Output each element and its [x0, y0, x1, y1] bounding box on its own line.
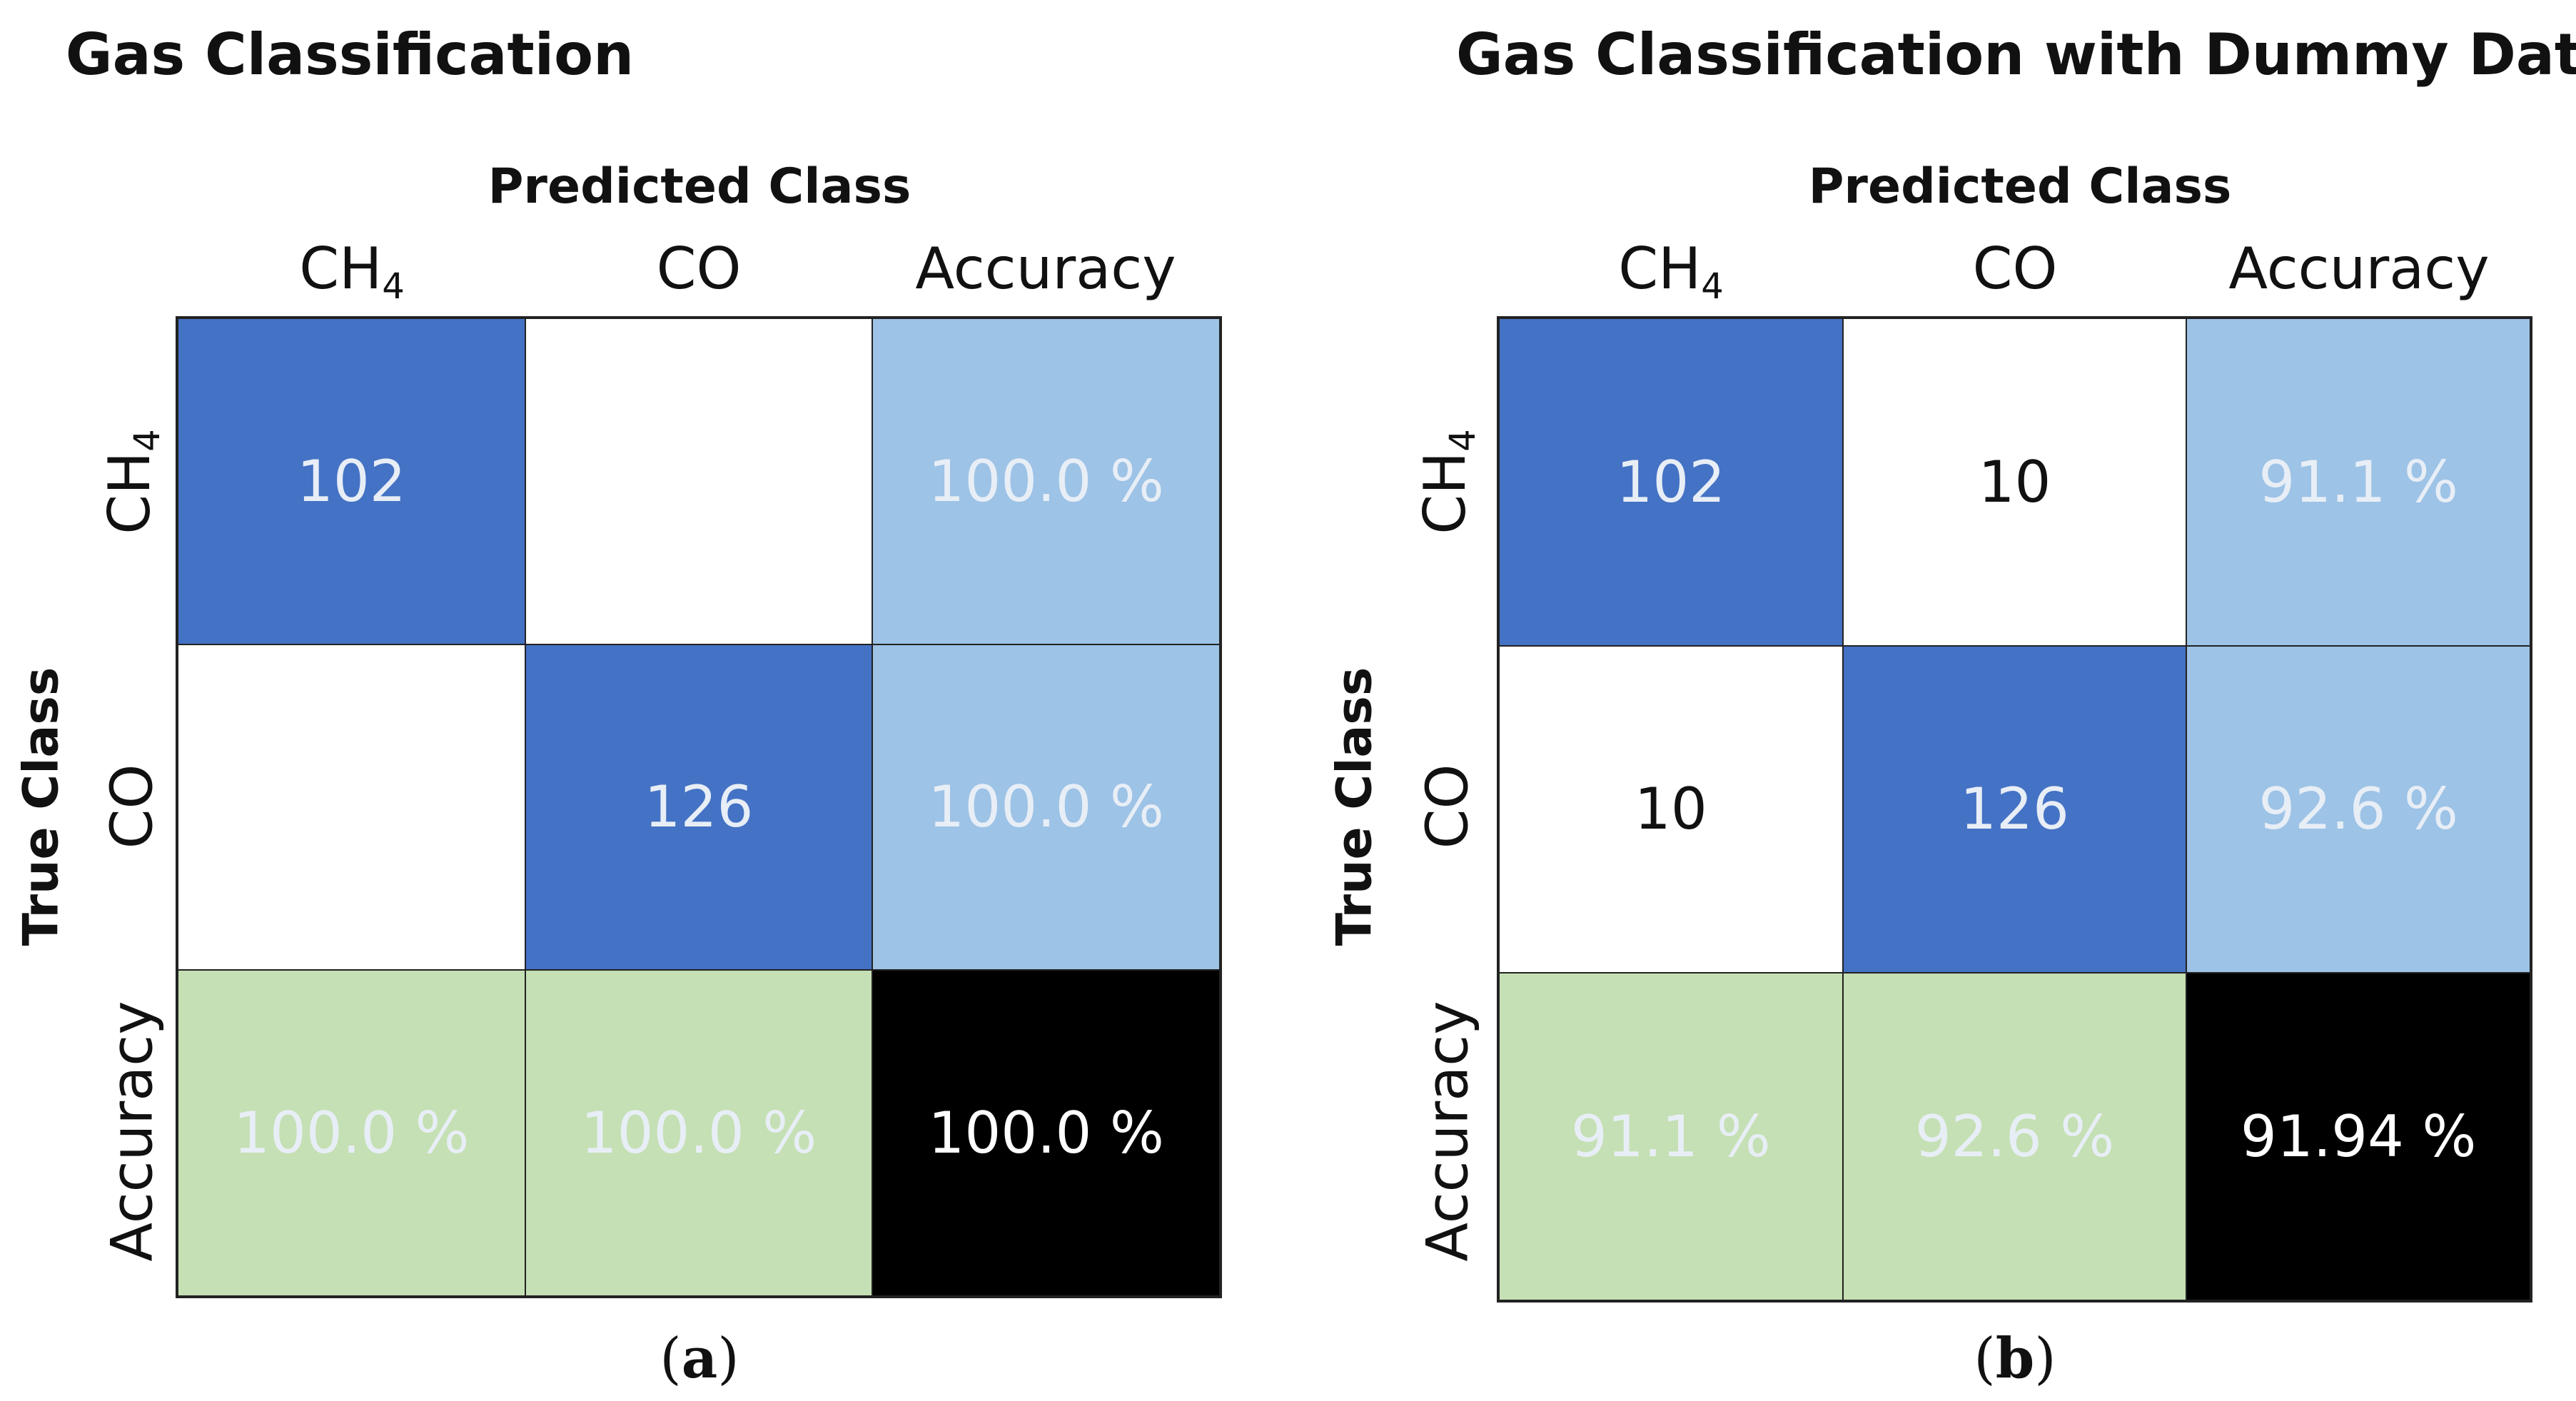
chart-title: Gas Classification [65, 21, 635, 88]
column-header-co: CO [656, 236, 742, 302]
cell-ch4-ch4: 102 [178, 318, 525, 644]
chart-title: Gas Classification with Dummy Data [1456, 21, 2576, 88]
cell-ch4-accuracy: 100.0 % [872, 318, 1220, 644]
cell-accuracy-ch4: 100.0 % [178, 970, 525, 1296]
y-axis-label: True Class [13, 667, 70, 946]
cell-co-accuracy: 92.6 % [2186, 645, 2530, 973]
cell-co-co: 126 [1842, 645, 2187, 973]
row-header-ch4: CH4 [96, 429, 168, 535]
cell-co-ch4: 10 [1499, 645, 1843, 973]
panel-caption: (b) [1974, 1326, 2056, 1391]
cell-co-ch4 [178, 644, 525, 971]
confusion-matrix-grid: 102 10 91.1 % 10 126 92.6 % 91.1 % 92.6 % 91.94 … [1497, 316, 2532, 1303]
row-header-co: CO [99, 764, 166, 849]
cell-ch4-co: 10 [1842, 318, 2187, 646]
caption-letter: b [1995, 1326, 2035, 1391]
cell-co-co: 126 [525, 644, 873, 971]
column-header-ch4: CH4 [299, 236, 405, 307]
row-header-accuracy: Accuracy [99, 1001, 166, 1262]
y-axis-label: True Class [1326, 667, 1383, 946]
cell-ch4-ch4: 102 [1499, 318, 1843, 646]
cell-ch4-accuracy: 91.1 % [2186, 318, 2530, 646]
row-header-accuracy: Accuracy [1414, 1001, 1481, 1262]
confusion-matrix-panel-b: Gas Classification with Dummy Data Predi… [1285, 0, 2576, 1401]
column-header-accuracy: Accuracy [915, 236, 1176, 302]
confusion-matrix-panel-a: Gas Classification Predicted Class CH4 C… [0, 0, 1285, 1401]
column-header-ch4: CH4 [1618, 236, 1724, 307]
x-axis-label: Predicted Class [488, 158, 911, 215]
confusion-matrix-grid: 102 100.0 % 126 100.0 % 100.0 % 100.0 % 100.0 … [176, 316, 1222, 1298]
x-axis-label: Predicted Class [1808, 158, 2232, 215]
cell-accuracy-ch4: 91.1 % [1499, 973, 1843, 1300]
panel-caption: (a) [660, 1326, 739, 1391]
cell-accuracy-accuracy: 100.0 % [872, 970, 1220, 1296]
cell-ch4-co [525, 318, 873, 644]
cell-co-accuracy: 100.0 % [872, 644, 1220, 971]
column-header-accuracy: Accuracy [2228, 236, 2490, 302]
caption-letter: a [681, 1326, 718, 1391]
cell-accuracy-accuracy: 91.94 % [2186, 973, 2530, 1300]
row-header-ch4: CH4 [1412, 429, 1483, 535]
cell-accuracy-co: 100.0 % [525, 970, 873, 1296]
row-header-co: CO [1414, 764, 1481, 849]
cell-accuracy-co: 92.6 % [1842, 973, 2187, 1300]
column-header-co: CO [1972, 236, 2058, 302]
